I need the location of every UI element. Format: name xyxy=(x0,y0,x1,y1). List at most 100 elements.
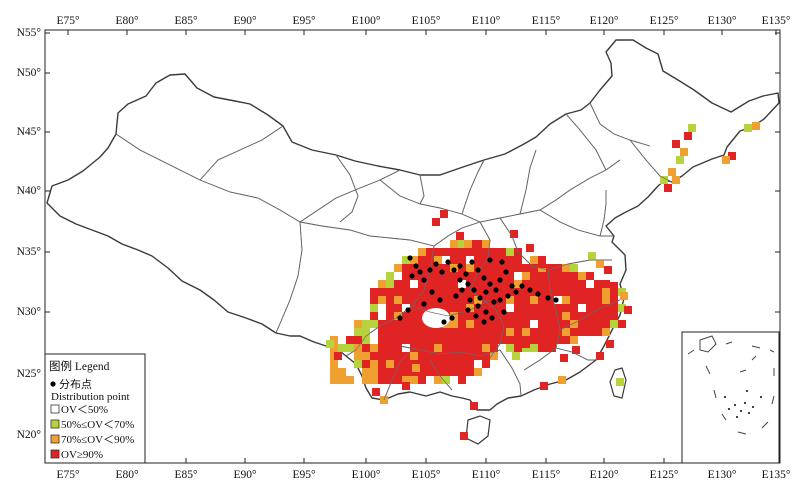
suitability-cell-high xyxy=(610,288,618,296)
lon-label-top: E80° xyxy=(115,15,139,27)
suitability-cell-high xyxy=(514,336,522,344)
suitability-cell-high xyxy=(418,368,426,376)
distribution-point xyxy=(489,315,495,321)
suitability-cell-high xyxy=(514,312,522,320)
suitability-cell-high xyxy=(418,320,426,328)
suitability-cell-high xyxy=(466,248,474,256)
suitability-cell-high xyxy=(594,288,602,296)
suitability-cell-high xyxy=(370,296,378,304)
suitability-cell-high xyxy=(386,312,394,320)
suitability-cell-high xyxy=(458,272,466,280)
distribution-point xyxy=(505,293,511,299)
distribution-point xyxy=(459,287,465,293)
suitability-cell-high xyxy=(482,312,490,320)
suitability-cell-high xyxy=(394,304,402,312)
suitability-cell-high xyxy=(498,304,506,312)
lon-label-bottom: E85° xyxy=(174,469,198,481)
suitability-cell-high xyxy=(418,328,426,336)
legend-title: 图例 Legend xyxy=(49,359,110,373)
suitability-cell-high xyxy=(450,296,458,304)
suitability-cell-high xyxy=(434,352,442,360)
lon-label-top: E125° xyxy=(650,15,679,27)
distribution-point xyxy=(513,289,519,295)
suitability-cell-high xyxy=(402,368,410,376)
lon-label-bottom: E125° xyxy=(650,469,679,481)
suitability-cell-high xyxy=(594,280,602,288)
distribution-point xyxy=(465,307,471,313)
suitability-cell-high xyxy=(442,280,450,288)
suitability-cell-high xyxy=(490,344,498,352)
suitability-cell-high xyxy=(372,388,380,396)
suitability-cell-medium xyxy=(514,280,522,288)
suitability-cell-high xyxy=(586,312,594,320)
suitability-cell-medium xyxy=(464,240,472,248)
suitability-cell-high xyxy=(554,288,562,296)
suitability-cell-high xyxy=(434,264,442,272)
lat-label: N55° xyxy=(17,27,42,39)
suitability-cell-high xyxy=(410,320,418,328)
suitability-cell-high xyxy=(394,344,402,352)
suitability-cell-high xyxy=(538,260,546,268)
suitability-cell-high xyxy=(466,288,474,296)
lon-label-bottom: E120° xyxy=(590,469,619,481)
suitability-cell-low xyxy=(458,240,466,248)
distribution-point xyxy=(457,277,463,283)
suitability-cell-medium xyxy=(466,304,474,312)
suitability-cell-high xyxy=(538,272,546,280)
lat-label: N45° xyxy=(17,126,42,138)
suitability-cell-high xyxy=(510,230,518,238)
distribution-point xyxy=(545,295,551,301)
suitability-cell-medium xyxy=(370,344,378,352)
suitability-cell-medium xyxy=(362,376,370,384)
suitability-cell-high xyxy=(578,296,586,304)
suitability-cell-high xyxy=(538,336,546,344)
suitability-cell-medium xyxy=(466,320,474,328)
suitability-cell-high xyxy=(410,312,418,320)
suitability-cell-low xyxy=(618,304,626,312)
suitability-cell-medium xyxy=(450,320,458,328)
suitability-cell-medium xyxy=(378,280,386,288)
distribution-point xyxy=(519,283,525,289)
suitability-cell-low xyxy=(402,256,410,264)
suitability-cell-high xyxy=(458,328,466,336)
suitability-cell-high xyxy=(514,320,522,328)
suitability-cell-high xyxy=(442,272,450,280)
suitability-cell-high xyxy=(546,280,554,288)
suitability-cell-high xyxy=(402,296,410,304)
distribution-point xyxy=(493,287,499,293)
suitability-cell-high xyxy=(570,296,578,304)
suitability-cell-high xyxy=(522,296,530,304)
distribution-point xyxy=(453,293,459,299)
lon-label-top: E95° xyxy=(292,15,316,27)
suitability-cell-high xyxy=(426,328,434,336)
suitability-cell-high xyxy=(450,272,458,280)
suitability-cell-high xyxy=(594,320,602,328)
suitability-cell-high xyxy=(434,336,442,344)
suitability-cell-high xyxy=(538,328,546,336)
suitability-cell-high xyxy=(548,344,556,352)
suitability-cell-high xyxy=(434,328,442,336)
suitability-cell-high xyxy=(562,272,570,280)
suitability-cell-high xyxy=(410,328,418,336)
suitability-cell-medium xyxy=(752,122,760,130)
suitability-cell-medium xyxy=(346,376,354,384)
suitability-cell-high xyxy=(554,304,562,312)
suitability-cell-high xyxy=(684,132,692,140)
suitability-cell-medium xyxy=(482,344,490,352)
suitability-cell-high xyxy=(538,312,546,320)
suitability-cell-high xyxy=(370,352,378,360)
suitability-cell-high xyxy=(458,336,466,344)
suitability-cell-high xyxy=(538,280,546,288)
suitability-cell-high xyxy=(442,328,450,336)
suitability-cell-high xyxy=(362,360,370,368)
distribution-point xyxy=(427,267,433,273)
suitability-cell-high xyxy=(490,272,498,280)
suitability-cell-medium xyxy=(530,256,538,264)
lon-label-top: E115° xyxy=(532,15,561,27)
suitability-cell-high xyxy=(466,328,474,336)
suitability-cell-high xyxy=(482,336,490,344)
distribution-point xyxy=(441,319,447,325)
suitability-cell-high xyxy=(602,304,610,312)
suitability-cell-medium xyxy=(596,260,604,268)
distribution-point xyxy=(475,303,481,309)
